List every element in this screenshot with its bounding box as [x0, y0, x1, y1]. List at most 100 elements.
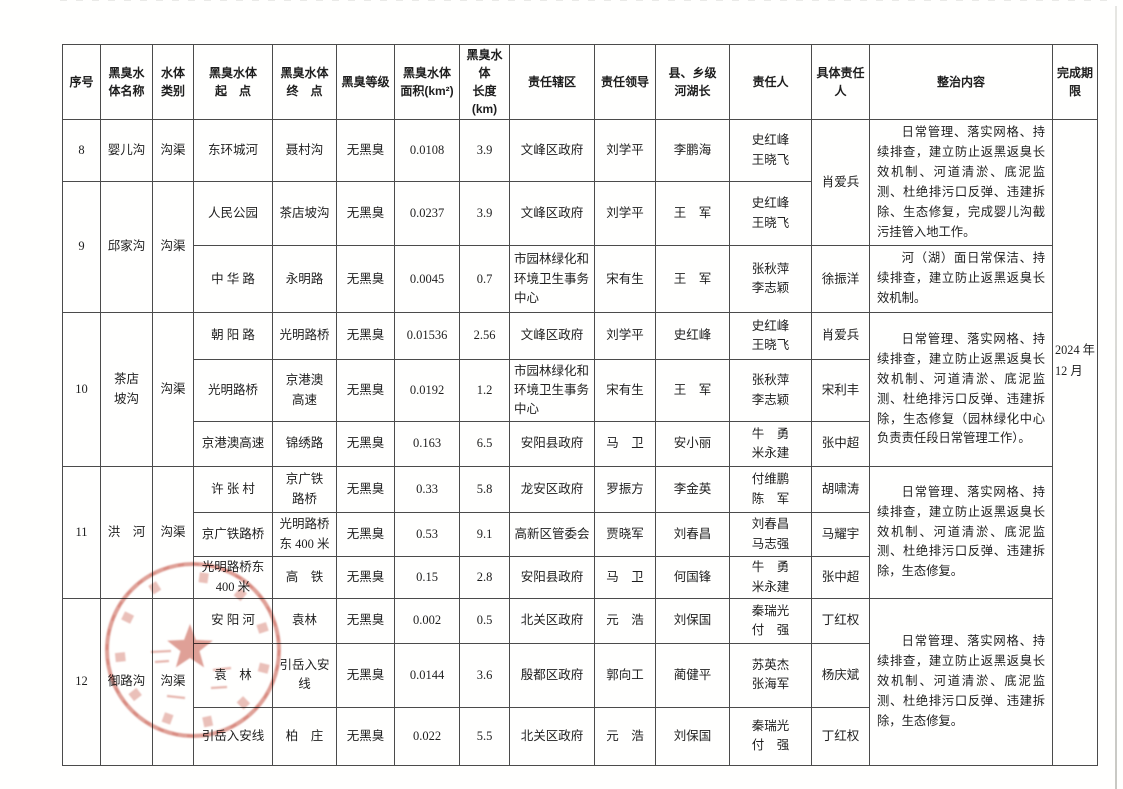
- cell-end: 高 铁: [272, 556, 337, 599]
- cell-no: 12: [62, 597, 101, 766]
- cell-persons: 张秋萍 李志颖: [729, 359, 812, 423]
- cell-area: 0.0237: [394, 180, 460, 247]
- cell-district: 北关区政府: [509, 597, 595, 644]
- cell-persons: 史红峰 王晓飞: [729, 312, 812, 361]
- cell-remediation-note: 河（湖）面日常保洁、持续排查，建立防止返黑返臭长效机制。: [869, 245, 1053, 314]
- table-row: 中 华 路 永明路 无黑臭 0.0045 0.7 市园林绿化和环境卫生事务中心 …: [63, 245, 1098, 314]
- cell-leader: 贾晓军: [594, 512, 656, 558]
- table-row: 10 茶店 坡沟 沟渠 朝 阳 路 光明路桥 无黑臭 0.01536 2.56 …: [62, 312, 1098, 468]
- cell-end: 袁林: [272, 597, 337, 644]
- cell-start: 京广铁路桥: [193, 512, 273, 558]
- cell-persons: 秦瑞光 付 强: [729, 706, 812, 766]
- cell-end: 永明路: [272, 245, 337, 314]
- cell-persons: 付维鹏 陈 军: [729, 466, 812, 514]
- cell-start: 许 张 村: [193, 466, 273, 514]
- cell-chief: 蔺健平: [655, 642, 730, 708]
- cell-specific-person: 胡啸涛: [811, 466, 870, 514]
- header-area: 黑臭水体 面积(km²): [394, 44, 460, 120]
- cell-remediation-note: 日常管理、落实网格、持续排查，建立防止返黑返臭长效机制、河道清淤、底泥监测、杜绝…: [869, 466, 1053, 599]
- cell-end: 京广铁 路桥: [272, 466, 337, 514]
- cell-leader: 元 浩: [594, 597, 656, 644]
- cell-area: 0.15: [394, 556, 460, 599]
- cell-district: 文峰区政府: [509, 180, 595, 247]
- cell-district: 市园林绿化和环境卫生事务中心: [509, 359, 595, 423]
- cell-leader: 宋有生: [594, 359, 656, 423]
- cell-specific-person: 宋利丰: [811, 359, 870, 423]
- cell-district: 安阳县政府: [509, 421, 595, 468]
- cell-leader: 马 卫: [594, 421, 656, 468]
- cell-district: 北关区政府: [509, 706, 595, 766]
- cell-grade: 无黑臭: [336, 466, 395, 514]
- cell-persons: 史红峰 王晓飞: [729, 180, 812, 247]
- table-row: 京广铁路桥 光明路桥 东 400 米 无黑臭 0.53 9.1 高新区管委会 贾…: [63, 512, 1098, 558]
- cell-grade: 无黑臭: [336, 706, 395, 766]
- cell-length: 0.7: [459, 245, 510, 314]
- cell-start: 人民公园: [193, 180, 273, 247]
- cell-chief: 李鹏海: [655, 119, 730, 182]
- cell-end: 光明路桥 东 400 米: [272, 512, 337, 558]
- cell-specific-person: 张中超: [811, 421, 870, 468]
- cell-remediation-note: 日常管理、落实网格、持续排查，建立防止返黑返臭长效机制、河道清淤、底泥监测、杜绝…: [869, 312, 1053, 468]
- cell-district: 龙安区政府: [509, 466, 595, 514]
- scan-artifact-top-edge: [60, 0, 1113, 1]
- cell-length: 2.56: [459, 312, 510, 361]
- cell-length: 3.9: [459, 119, 510, 182]
- cell-persons: 牛 勇 米永建: [729, 556, 812, 599]
- header-remediation-content: 整治内容: [869, 44, 1053, 120]
- cell-start: 引岳入安线: [193, 706, 273, 766]
- cell-district: 文峰区政府: [509, 312, 595, 361]
- cell-no: 11: [62, 466, 101, 599]
- cell-leader: 元 浩: [594, 706, 656, 766]
- cell-length: 3.9: [459, 180, 510, 247]
- cell-leader: 罗振方: [594, 466, 656, 514]
- cell-area: 0.0108: [394, 119, 460, 182]
- cell-area: 0.0192: [394, 359, 460, 423]
- header-water-body-name: 黑臭水 体名称: [100, 44, 153, 120]
- header-leader: 责任领导: [594, 44, 656, 120]
- cell-area: 0.33: [394, 466, 460, 514]
- cell-persons: 秦瑞光 付 强: [729, 597, 812, 644]
- table-row: 光明路桥 京港澳 高速 无黑臭 0.0192 1.2 市园林绿化和环境卫生事务中…: [63, 359, 1098, 423]
- cell-leader: 刘学平: [594, 180, 656, 247]
- cell-area: 0.022: [394, 706, 460, 766]
- cell-chief: 刘保国: [655, 706, 730, 766]
- cell-category: 沟渠: [152, 312, 194, 468]
- cell-grade: 无黑臭: [336, 312, 395, 361]
- cell-grade: 无黑臭: [336, 359, 395, 423]
- cell-leader: 马 卫: [594, 556, 656, 599]
- cell-grade: 无黑臭: [336, 642, 395, 708]
- cell-persons: 史红峰 王晓飞: [729, 119, 812, 182]
- cell-no: 9: [62, 180, 101, 314]
- header-length: 黑臭水体 长度(km): [459, 44, 510, 120]
- cell-chief: 何国锋: [655, 556, 730, 599]
- cell-name: 洪 河: [100, 466, 153, 599]
- cell-specific-person: 杨庆斌: [811, 642, 870, 708]
- cell-persons: 苏英杰 张海军: [729, 642, 812, 708]
- header-start-point: 黑臭水体 起 点: [193, 44, 273, 120]
- cell-length: 1.2: [459, 359, 510, 423]
- cell-start: 光明路桥东 400 米: [193, 556, 273, 599]
- table-row: 京港澳高速 锦绣路 无黑臭 0.163 6.5 安阳县政府 马 卫 安小丽 牛 …: [63, 421, 1098, 468]
- scan-artifact-right-edge: [1115, 6, 1117, 789]
- cell-chief: 王 军: [655, 359, 730, 423]
- cell-specific-person: 肖爱兵: [811, 312, 870, 361]
- cell-start: 袁 林: [193, 642, 273, 708]
- cell-start: 东环城河: [193, 119, 273, 182]
- header-end-point: 黑臭水体 终 点: [272, 44, 337, 120]
- header-no: 序号: [62, 44, 101, 120]
- table-row: 8 婴儿沟 沟渠 东环城河 聂村沟 无黑臭 0.0108 3.9 文峰区政府 刘…: [62, 118, 1098, 766]
- cell-persons: 张秋萍 李志颖: [729, 245, 812, 314]
- cell-start: 安 阳 河: [193, 597, 273, 644]
- header-category: 水体 类别: [152, 44, 194, 120]
- header-odor-grade: 黑臭等级: [336, 44, 395, 120]
- cell-category: 沟渠: [152, 466, 194, 599]
- cell-district: 市园林绿化和环境卫生事务中心: [509, 245, 595, 314]
- cell-name: 御路沟: [100, 597, 153, 766]
- cell-persons: 刘春昌 马志强: [729, 512, 812, 558]
- cell-leader: 郭向工: [594, 642, 656, 708]
- header-responsible-person: 责任人: [729, 44, 812, 120]
- cell-end: 聂村沟: [272, 119, 337, 182]
- header-row: 序号 黑臭水 体名称 水体 类别 黑臭水体 起 点 黑臭水体 终 点 黑臭等级 …: [62, 44, 1098, 120]
- cell-specific-person: 丁红权: [811, 706, 870, 766]
